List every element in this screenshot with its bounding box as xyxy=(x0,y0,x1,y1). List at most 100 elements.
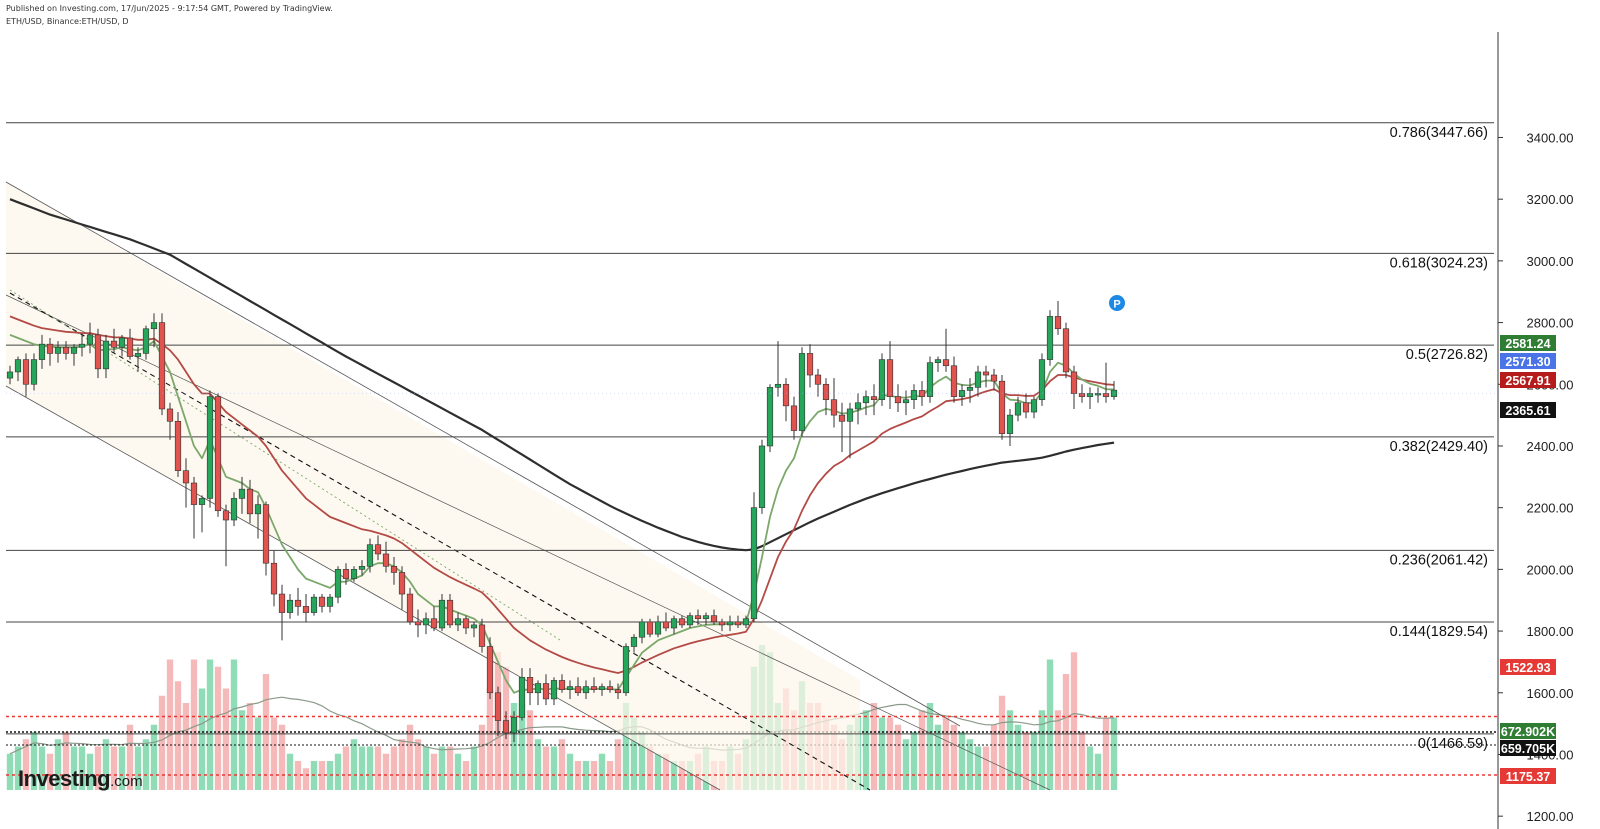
volume-badge-bg xyxy=(1500,723,1556,739)
candle-down xyxy=(782,383,790,407)
volume-bar xyxy=(1094,753,1102,790)
volume-bar xyxy=(550,746,558,790)
candle-down xyxy=(918,390,926,397)
fib-level-label: 0.144(1829.54) xyxy=(1390,624,1488,640)
candle-down xyxy=(1062,328,1070,373)
volume-bar xyxy=(1022,732,1030,790)
volume-bar xyxy=(30,732,38,790)
candle-up xyxy=(358,565,366,570)
price-badge-label: 1175.37 xyxy=(1506,770,1551,784)
candle-down xyxy=(526,677,534,694)
volume-bar xyxy=(662,753,670,790)
volume-bar xyxy=(134,746,142,790)
volume-bar xyxy=(318,761,326,790)
candle-down xyxy=(126,337,134,357)
candle-up xyxy=(310,596,318,613)
candle-down xyxy=(294,599,302,607)
price-badge: 2365.61 xyxy=(1500,402,1556,418)
volume-bar xyxy=(286,753,294,790)
fib-level-label: 0.786(3447.66) xyxy=(1390,125,1488,141)
candle-down xyxy=(1022,402,1030,413)
volume-bar xyxy=(998,695,1006,790)
candle-up xyxy=(1038,359,1046,400)
candle-down xyxy=(478,624,486,647)
candle-up xyxy=(766,387,774,447)
candle-down xyxy=(278,593,286,613)
volume-bar xyxy=(438,746,446,790)
candle-up xyxy=(862,396,870,404)
volume-bar xyxy=(94,746,102,790)
candle-down xyxy=(222,510,230,521)
candle-up xyxy=(206,396,214,499)
volume-bar xyxy=(654,753,662,790)
candle-down xyxy=(270,562,278,595)
volume-bar xyxy=(14,746,22,790)
volume-bar xyxy=(598,753,606,790)
volume-bar xyxy=(166,659,174,790)
volume-bar xyxy=(454,753,462,790)
candle-up xyxy=(974,371,982,388)
volume-bar xyxy=(38,746,46,790)
volume-bar xyxy=(1046,659,1054,790)
candle-up xyxy=(14,359,22,373)
candle-up xyxy=(86,334,94,345)
candle-up xyxy=(1046,316,1054,360)
candle-up xyxy=(1086,393,1094,397)
investing-logo: Investing .com xyxy=(18,766,143,796)
volume-bar xyxy=(558,739,566,790)
candle-up xyxy=(1014,402,1022,416)
volume-badge: 672.902K xyxy=(1500,723,1556,739)
candle-up xyxy=(422,618,430,626)
candle-down xyxy=(1054,316,1062,330)
volume-bar xyxy=(1110,717,1118,790)
volume-bar xyxy=(518,703,526,790)
candle-down xyxy=(94,334,102,370)
volume-bar xyxy=(942,717,950,790)
price-badge: 1522.93 xyxy=(1500,659,1556,675)
volume-badge-bg xyxy=(1500,740,1556,756)
volume-bar xyxy=(958,732,966,790)
channel-lower-line xyxy=(5,385,721,791)
candle-down xyxy=(398,572,406,595)
candle-up xyxy=(550,680,558,700)
candle-down xyxy=(494,692,502,721)
candle-down xyxy=(822,383,830,400)
candle-up xyxy=(638,621,646,638)
candle-down xyxy=(502,720,510,734)
candle-up xyxy=(798,353,806,431)
candle-up xyxy=(510,717,518,734)
volume-bar xyxy=(230,659,238,790)
volume-bar xyxy=(382,753,390,790)
volume-bar xyxy=(526,710,534,790)
candle-down xyxy=(950,365,958,397)
candle-down xyxy=(430,618,438,629)
fib-level-label: 0.5(2726.82) xyxy=(1406,347,1488,363)
candle-up xyxy=(1006,414,1014,434)
candle-up xyxy=(38,343,46,360)
price-badge-label: 1522.93 xyxy=(1505,661,1550,675)
volume-bar xyxy=(1102,717,1110,790)
price-tick-label: 3000.00 xyxy=(1527,254,1574,269)
volume-bar xyxy=(582,761,590,790)
candle-down xyxy=(342,569,350,579)
candle-up xyxy=(630,636,638,647)
candle-down xyxy=(662,621,670,629)
price-badge-bg xyxy=(1500,335,1556,351)
volume-bar xyxy=(918,710,926,790)
candle-up xyxy=(878,359,886,400)
volume-bar xyxy=(342,746,350,790)
candle-up xyxy=(326,596,334,607)
volume-bar xyxy=(1014,724,1022,790)
candle-up xyxy=(1094,393,1102,396)
volume-bar xyxy=(302,768,310,790)
volume-bar xyxy=(118,746,126,790)
candle-down xyxy=(606,686,614,690)
price-tick-label: 2400.00 xyxy=(1527,439,1574,454)
candle-down xyxy=(886,359,894,397)
candle-down xyxy=(414,621,422,626)
candle-up xyxy=(846,408,854,422)
price-tick-label: 3400.00 xyxy=(1527,130,1574,145)
price-tick-label: 2000.00 xyxy=(1527,562,1574,577)
candle-up xyxy=(622,646,630,694)
